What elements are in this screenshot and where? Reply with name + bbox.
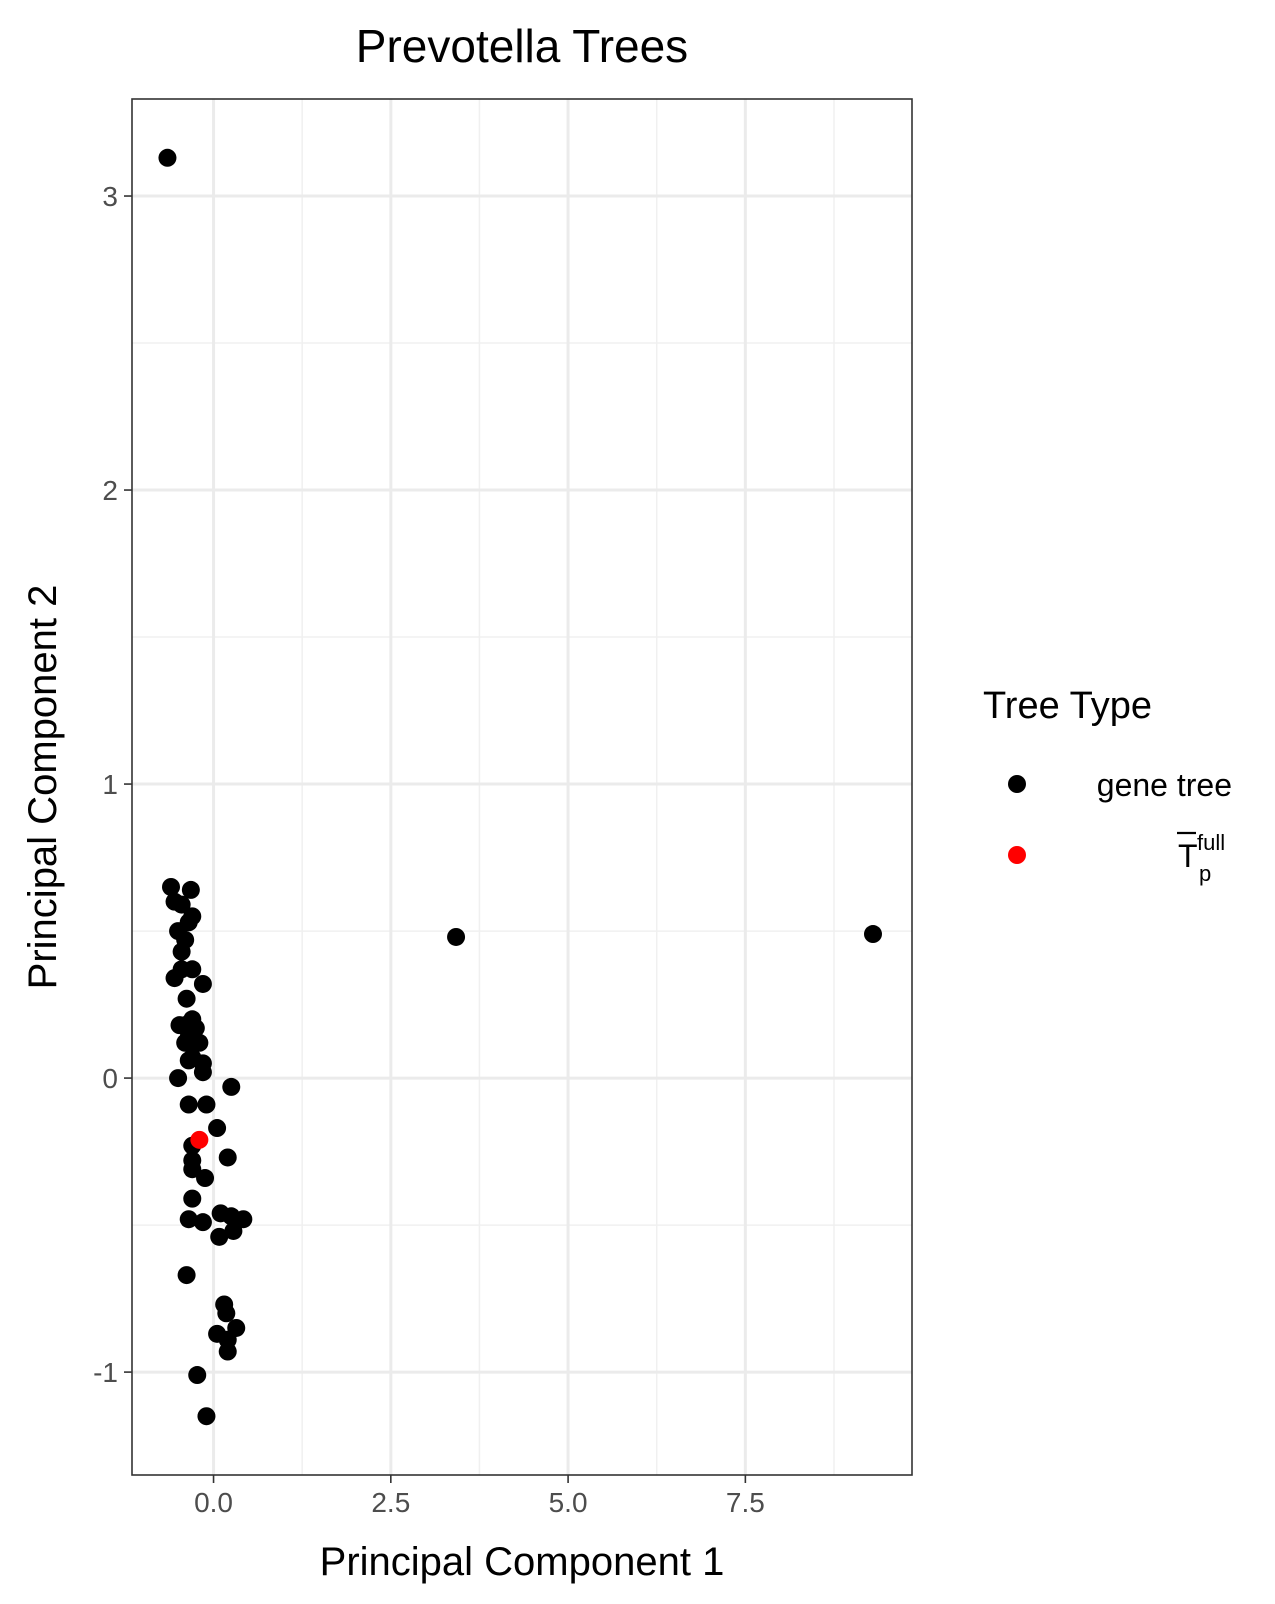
x-tick-label: 5.0 [549,1487,588,1518]
x-tick-label: 2.5 [371,1487,410,1518]
legend-label-main: T [1178,838,1198,874]
gene-tree-point [208,1119,227,1138]
gene-tree-point [197,1095,216,1114]
legend-label-consensus-tree: T full p [1177,830,1225,886]
minor-grid [132,99,912,1475]
gene-tree-point [197,1407,216,1426]
y-axis-title: Principal Component 2 [21,585,65,990]
legend-label-subscript: p [1199,861,1211,886]
gene-tree-point [183,1189,202,1208]
gene-tree-point [158,148,177,167]
major-grid [132,99,912,1475]
gene-tree-point [218,1342,237,1361]
gene-tree-point [177,989,196,1008]
gene-tree-point [224,1221,243,1240]
gene-tree-point [177,1266,196,1285]
legend-title: Tree Type [983,685,1152,727]
y-tick-label: -1 [93,1357,118,1388]
gene-tree-point [218,1148,237,1167]
gene-tree-point [179,1095,198,1114]
plot-panel [132,99,912,1475]
gene-tree-point [210,1227,229,1246]
gene-tree-point [179,1210,198,1229]
legend: Tree Type gene tree T full p [983,685,1232,886]
gene-tree-point [172,942,191,961]
x-axis-title: Principal Component 1 [320,1540,725,1584]
x-tick-label: 7.5 [726,1487,765,1518]
gene-tree-point [162,877,180,896]
x-tick-label: 0.0 [194,1487,233,1518]
x-axis: 0.0 2.5 5.0 7.5 [194,1475,765,1518]
gene-tree-point [172,895,191,914]
plot-border [131,98,913,1476]
gene-tree-point [864,925,882,944]
gene-tree-point [190,1033,209,1052]
y-tick-label: 3 [102,181,118,212]
gene-tree-point [234,1210,253,1229]
legend-key-gene-tree [1008,775,1026,793]
plot-area [131,98,913,1476]
legend-label-gene-tree: gene tree [1097,767,1232,803]
gene-tree-point [217,1304,236,1323]
data-points [158,148,882,1426]
y-tick-label: 0 [102,1063,118,1094]
gene-tree-point [447,927,466,946]
y-tick-label: 2 [102,475,118,506]
gene-tree-point [222,1077,241,1096]
gene-tree-point [196,1169,215,1188]
gene-tree-point [188,1366,207,1385]
gene-tree-point [181,880,200,899]
gene-tree-point [179,1051,198,1070]
consensus-tree-point [190,1130,209,1149]
gene-tree-point [193,1063,212,1082]
gene-tree-point [193,1213,212,1232]
chart-title: Prevotella Trees [356,20,688,72]
y-tick-label: 1 [102,769,118,800]
legend-key-consensus-tree [1008,846,1026,864]
legend-label-superscript: full [1197,830,1225,855]
y-axis: -1 0 1 2 3 [93,181,132,1388]
gene-tree-point [193,974,212,993]
gene-tree-point [169,1069,188,1088]
gene-tree-point [183,1160,202,1179]
gene-tree-point [183,960,202,979]
